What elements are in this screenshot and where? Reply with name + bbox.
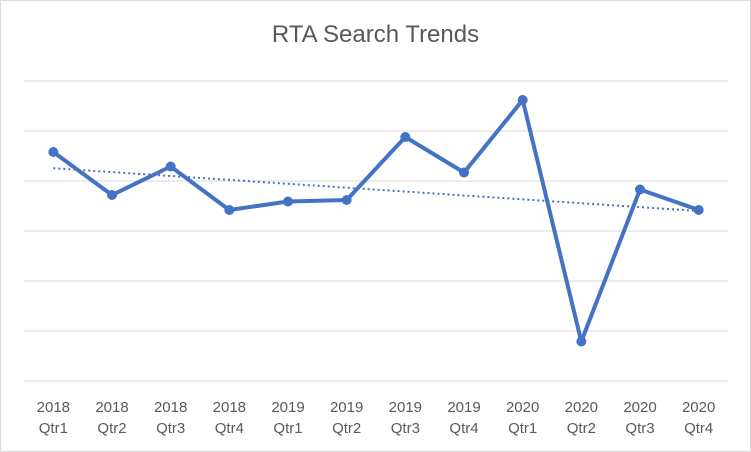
tick-year: 2019: [447, 399, 480, 416]
x-tick-label: 2020 Qtr3: [623, 399, 656, 437]
tick-year: 2020: [682, 399, 715, 416]
tick-quarter: Qtr4: [449, 420, 478, 437]
series-line: [51, 98, 701, 344]
tick-quarter: Qtr2: [332, 420, 361, 437]
data-point: [165, 161, 176, 172]
tick-year: 2020: [623, 399, 656, 416]
data-point: [576, 336, 587, 347]
x-tick-label: 2018 Qtr4: [213, 399, 246, 437]
tick-quarter: Qtr3: [156, 420, 185, 437]
data-point: [107, 190, 117, 200]
tick-year: 2018: [213, 399, 246, 416]
tick-quarter: Qtr4: [684, 420, 713, 437]
x-tick-label: 2020 Qtr4: [682, 399, 715, 437]
data-point: [693, 205, 704, 215]
data-point: [400, 132, 411, 142]
tick-quarter: Qtr1: [273, 420, 302, 437]
tick-year: 2019: [389, 399, 422, 416]
data-point: [341, 195, 352, 205]
tick-year: 2019: [271, 399, 304, 416]
x-tick-label: 2019 Qtr4: [447, 399, 480, 437]
x-tick-label: 2019 Qtr3: [389, 399, 422, 437]
tick-quarter: Qtr2: [567, 420, 596, 437]
tick-year: 2018: [95, 399, 128, 416]
tick-quarter: Qtr3: [625, 420, 654, 437]
data-point: [635, 184, 645, 195]
tick-quarter: Qtr2: [97, 420, 126, 437]
x-tick-label: 2020 Qtr1: [506, 399, 539, 437]
tick-year: 2020: [506, 399, 539, 416]
x-tick-label: 2019 Qtr2: [330, 399, 363, 437]
data-point: [48, 147, 59, 157]
data-point: [459, 167, 469, 178]
x-tick-label: 2018 Qtr2: [95, 399, 128, 437]
x-tick-label: 2018 Qtr3: [154, 399, 187, 437]
data-point: [517, 95, 528, 105]
tick-year: 2018: [37, 399, 70, 416]
x-tick-label: 2019 Qtr1: [271, 399, 304, 437]
tick-quarter: Qtr4: [215, 420, 244, 437]
tick-quarter: Qtr3: [391, 420, 420, 437]
x-tick-label: 2018 Qtr1: [37, 399, 70, 437]
tick-quarter: Qtr1: [508, 420, 537, 437]
tick-year: 2018: [154, 399, 187, 416]
data-point: [283, 196, 293, 207]
tick-year: 2019: [330, 399, 363, 416]
chart-title: RTA Search Trends: [271, 21, 480, 48]
data-point: [224, 205, 235, 215]
tick-year: 2020: [565, 399, 598, 416]
x-tick-label: 2020 Qtr2: [565, 399, 598, 437]
tick-quarter: Qtr1: [39, 420, 68, 437]
